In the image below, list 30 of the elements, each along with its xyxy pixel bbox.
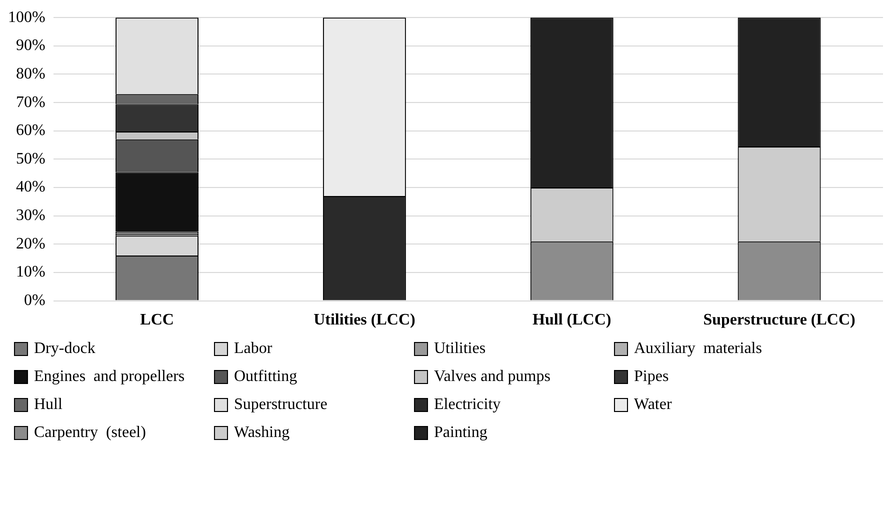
y-tick-label: 60%: [16, 122, 46, 140]
x-tick-label: Superstructure (LCC): [703, 312, 856, 329]
y-tick-label: 10%: [16, 264, 46, 281]
x-tick-label: Utilities (LCC): [314, 312, 416, 329]
legend-label: Washing: [234, 424, 290, 442]
y-tick-label: 40%: [16, 178, 46, 196]
legend-label: Utilities: [434, 340, 486, 358]
legend-label: Dry-dock: [34, 340, 96, 358]
legend-label: Superstructure: [234, 396, 328, 414]
y-tick-label: 0%: [24, 292, 46, 310]
y-tick-label: 70%: [16, 94, 46, 111]
y-tick-label: 100%: [8, 8, 46, 26]
legend-label: Painting: [434, 424, 488, 442]
legend-label: Pipes: [634, 368, 669, 386]
x-tick-label: LCC: [140, 312, 174, 329]
y-tick-label: 80%: [16, 65, 46, 82]
legend-label: Valves and pumps: [434, 368, 550, 386]
legend-label: Hull: [34, 396, 62, 414]
y-tick-label: 90%: [16, 37, 46, 54]
legend-label: Water: [634, 396, 672, 414]
legend-label: Engines and propellers: [34, 368, 185, 386]
legend-label: Electricity: [434, 396, 501, 414]
legend-label: Auxiliary materials: [634, 340, 762, 358]
y-tick-label: 50%: [16, 150, 46, 168]
y-tick-label: 30%: [16, 207, 46, 224]
legend-label: Labor: [234, 340, 272, 358]
legend-label: Outfitting: [234, 368, 298, 386]
x-tick-label: Hull (LCC): [532, 312, 612, 329]
y-tick-label: 20%: [16, 235, 46, 252]
legend-label: Carpentry (steel): [34, 424, 146, 442]
